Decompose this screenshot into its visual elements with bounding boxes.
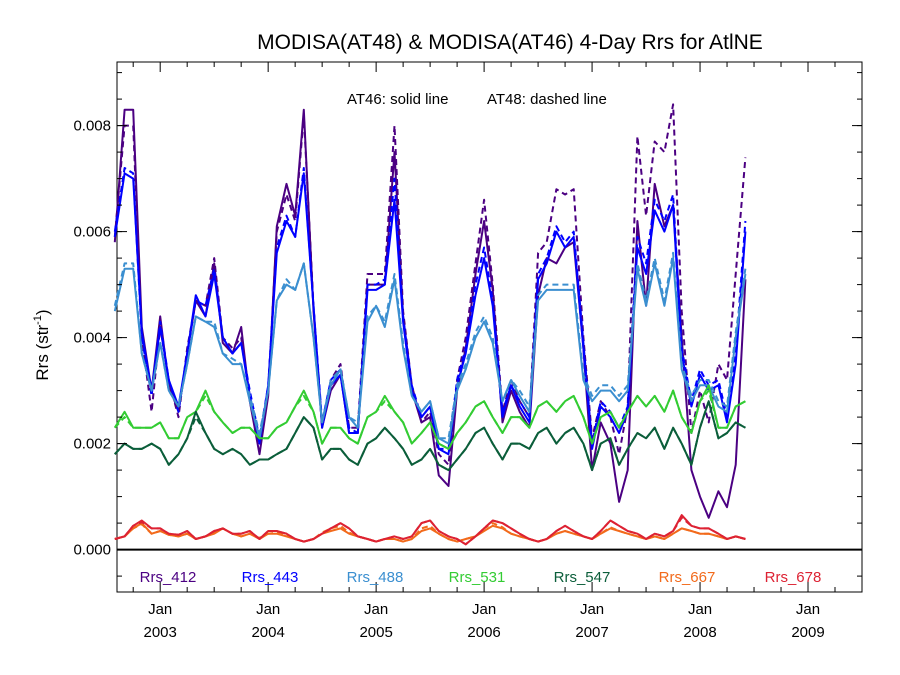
y-axis-label: Rrs (str-1) xyxy=(32,309,52,380)
legend-item-rrs-547: Rrs_547 xyxy=(554,569,611,586)
series-rrs-443-solid-line xyxy=(113,172,747,456)
x-tick-month-label: Jan xyxy=(580,601,604,618)
series-rrs-678-solid-line xyxy=(114,514,746,546)
series-rrs-667-dashed-line xyxy=(114,522,746,543)
x-tick-month-label: Jan xyxy=(364,601,388,618)
annotation-solid: AT46: solid line xyxy=(347,91,448,108)
x-tick-year-label: 2004 xyxy=(251,624,284,641)
x-tick-year-label: 2009 xyxy=(791,624,824,641)
plot-frame xyxy=(116,61,863,593)
legend-item-rrs-678: Rrs_678 xyxy=(765,569,822,586)
y-axis: 0.000 0.002 0.004 0.006 0.008 xyxy=(73,72,862,577)
x-tick-month-label: Jan xyxy=(148,601,172,618)
y-axis-label-close: ) xyxy=(33,309,52,315)
x-tick-year-label: 2006 xyxy=(467,624,500,641)
x-tick-year-label: 2003 xyxy=(144,624,177,641)
y-axis-label-sup: -1 xyxy=(32,315,44,325)
x-tick-month-label: Jan xyxy=(256,601,280,618)
y-tick-label: 0.006 xyxy=(73,224,111,241)
series-rrs-488-dashed-line xyxy=(113,251,747,440)
legend: Rrs_412 Rrs_443 Rrs_488 Rrs_531 Rrs_547 Rrs_6… xyxy=(140,569,822,586)
series-rrs-547-solid-line xyxy=(114,400,746,472)
x-tick-year-label: 2008 xyxy=(683,624,716,641)
plot-area xyxy=(113,61,863,593)
chart-title: MODISA(AT48) & MODISA(AT46) 4-Day Rrs fo… xyxy=(257,31,763,54)
legend-item-rrs-488: Rrs_488 xyxy=(347,569,404,586)
x-tick-month-label: Jan xyxy=(796,601,820,618)
series-rrs-531-dashed-line xyxy=(114,389,746,450)
series-rrs-667-solid-line xyxy=(114,522,746,543)
x-tick-year-label: 2005 xyxy=(359,624,392,641)
series-layer xyxy=(113,103,747,546)
legend-item-rrs-412: Rrs_412 xyxy=(140,569,197,586)
legend-item-rrs-667: Rrs_667 xyxy=(659,569,716,586)
x-tick-month-label: Jan xyxy=(472,601,496,618)
legend-item-rrs-443: Rrs_443 xyxy=(242,569,299,586)
y-tick-label: 0.004 xyxy=(73,330,111,347)
series-rrs-547-dashed-line xyxy=(114,400,746,472)
annotation-dashed: AT48: dashed line xyxy=(487,91,607,108)
y-axis-label-main: Rrs (str xyxy=(33,325,52,381)
y-tick-label: 0.000 xyxy=(73,542,111,559)
y-tick-label: 0.002 xyxy=(73,436,111,453)
legend-item-rrs-531: Rrs_531 xyxy=(449,569,506,586)
x-axis: Jan 2003 Jan 2004 Jan 2005 Jan 2006 Jan 2007 Jan 20… xyxy=(132,62,836,641)
series-rrs-678-dashed-line xyxy=(114,516,746,546)
x-tick-month-label: Jan xyxy=(688,601,712,618)
x-tick-year-label: 2007 xyxy=(575,624,608,641)
y-tick-label: 0.008 xyxy=(73,118,111,135)
series-rrs-443-dashed-line xyxy=(113,167,747,450)
